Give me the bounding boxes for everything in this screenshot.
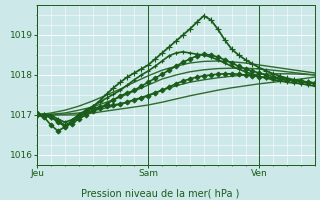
Text: Pression niveau de la mer( hPa ): Pression niveau de la mer( hPa ) [81, 188, 239, 198]
